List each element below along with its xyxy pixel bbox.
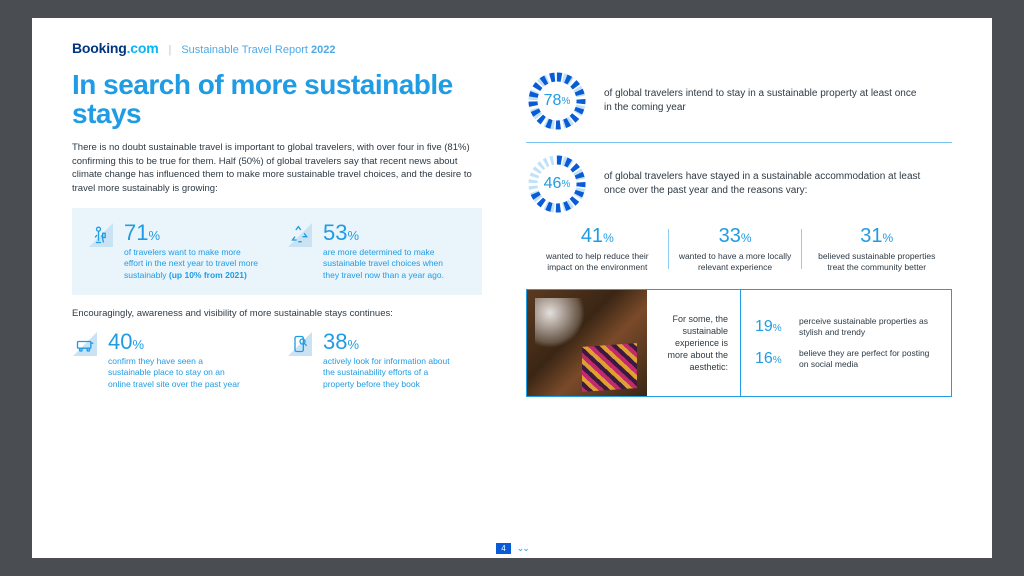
mid-text: Encouragingly, awareness and visibility … <box>72 307 482 321</box>
page-title: In search of more sustainable stays <box>72 70 482 129</box>
intro-text: There is no doubt sustainable travel is … <box>72 141 482 196</box>
content-columns: In search of more sustainable stays Ther… <box>72 70 952 542</box>
donut-chart: 46% <box>526 153 588 215</box>
stat-row-2: 40% confirm they have seen a sustainable… <box>72 331 482 390</box>
stat-text: are more determined to make sustainable … <box>323 247 458 281</box>
framed-box: For some, the sustainable experience is … <box>526 289 952 397</box>
reason-31: 31% believed sustainable properties trea… <box>802 225 952 273</box>
reason-41: 41% wanted to help reduce their impact o… <box>526 225 669 273</box>
donut-78: 78% of global travelers intend to stay i… <box>526 70 952 132</box>
stat-value: 40% <box>108 331 243 353</box>
report-page: Booking.com | Sustainable Travel Report … <box>32 18 992 558</box>
brand-logo: Booking.com <box>72 40 158 56</box>
right-column: 78% of global travelers intend to stay i… <box>526 70 952 542</box>
stat-value: 38% <box>323 331 458 353</box>
stat-40: 40% confirm they have seen a sustainable… <box>72 331 267 390</box>
page-footer: 4 ⌄⌄ <box>32 543 992 554</box>
stat-text: of travelers want to make more effort in… <box>124 247 259 281</box>
left-column: In search of more sustainable stays Ther… <box>72 70 482 542</box>
lodging-icon <box>72 331 98 357</box>
chevron-down-icon: ⌄⌄ <box>517 543 528 554</box>
stat-value: 53% <box>323 222 458 244</box>
stat-53: 53% are more determined to make sustaina… <box>287 222 466 281</box>
phone-search-icon <box>287 331 313 357</box>
donut-chart: 78% <box>526 70 588 132</box>
stat-71: 71% of travelers want to make more effor… <box>88 222 267 281</box>
stat-text: actively look for information about the … <box>323 356 458 390</box>
page-header: Booking.com | Sustainable Travel Report … <box>72 40 952 56</box>
highlight-card: 71% of travelers want to make more effor… <box>72 208 482 295</box>
reason-33: 33% wanted to have a more locally releva… <box>669 225 802 273</box>
page-number: 4 <box>496 543 510 554</box>
divider-line <box>526 142 952 143</box>
framed-stat-19: 19% perceive sustainable properties as s… <box>755 316 937 338</box>
stat-value: 71% <box>124 222 259 244</box>
traveler-icon <box>88 222 114 248</box>
framed-caption: For some, the sustainable experience is … <box>647 290 741 396</box>
framed-stat-16: 16% believe they are perfect for posting… <box>755 348 937 370</box>
donut-46: 46% of global travelers have stayed in a… <box>526 153 952 215</box>
room-photo <box>527 290 647 396</box>
header-subtitle: Sustainable Travel Report 2022 <box>181 44 335 56</box>
donut-text: of global travelers have stayed in a sus… <box>604 170 924 198</box>
donut-text: of global travelers intend to stay in a … <box>604 87 924 115</box>
recycle-icon <box>287 222 313 248</box>
stat-text: confirm they have seen a sustainable pla… <box>108 356 243 390</box>
header-divider: | <box>168 44 171 56</box>
reasons-row: 41% wanted to help reduce their impact o… <box>526 225 952 273</box>
stat-38: 38% actively look for information about … <box>287 331 482 390</box>
framed-stats: 19% perceive sustainable properties as s… <box>741 290 951 396</box>
